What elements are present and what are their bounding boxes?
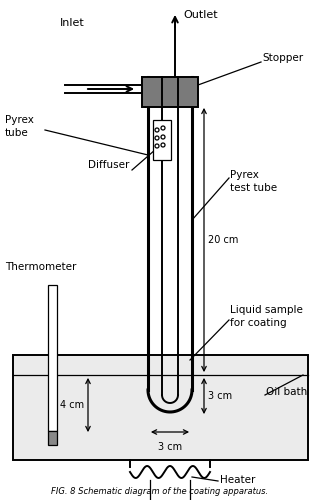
Text: Pyrex: Pyrex — [5, 115, 34, 125]
Text: Inlet: Inlet — [60, 18, 85, 28]
Text: test tube: test tube — [230, 183, 277, 193]
Bar — [13, 355, 308, 460]
Text: Oil bath: Oil bath — [266, 387, 307, 397]
Text: Outlet: Outlet — [183, 10, 218, 20]
Text: Liquid sample: Liquid sample — [230, 305, 303, 315]
Text: Heater: Heater — [220, 475, 256, 485]
Text: FIG. 8 Schematic diagram of the coating apparatus.: FIG. 8 Schematic diagram of the coating … — [51, 487, 269, 496]
Text: Pyrex: Pyrex — [230, 170, 259, 180]
Text: tube: tube — [5, 128, 29, 138]
Bar — [48, 431, 56, 445]
Text: Diffuser: Diffuser — [88, 160, 129, 170]
Text: for coating: for coating — [230, 318, 287, 328]
Text: 3 cm: 3 cm — [158, 442, 182, 452]
Text: 20 cm: 20 cm — [208, 235, 239, 245]
Text: 3 cm: 3 cm — [208, 391, 232, 401]
Bar — [48, 285, 56, 431]
Text: 4 cm: 4 cm — [60, 400, 84, 410]
Bar — [142, 77, 198, 107]
Bar — [153, 120, 171, 160]
Text: Thermometer: Thermometer — [5, 262, 76, 272]
Text: Stopper: Stopper — [262, 53, 303, 63]
